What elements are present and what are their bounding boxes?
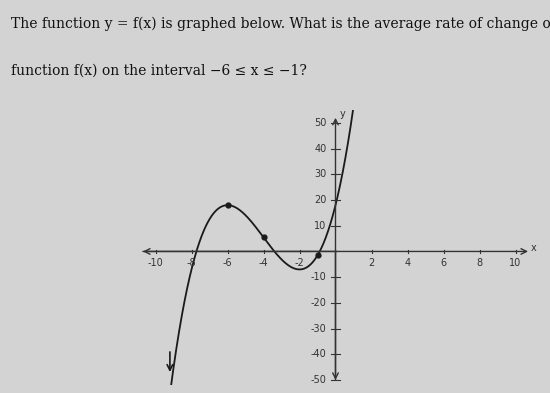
Text: -6: -6 — [223, 258, 232, 268]
Text: x: x — [531, 242, 536, 253]
Text: 2: 2 — [368, 258, 375, 268]
Text: 4: 4 — [404, 258, 410, 268]
Text: function f(x) on the interval −6 ≤ x ≤ −1?: function f(x) on the interval −6 ≤ x ≤ −… — [11, 64, 307, 78]
Text: -10: -10 — [147, 258, 163, 268]
Text: -8: -8 — [186, 258, 196, 268]
Text: The function y = f(x) is graphed below. What is the average rate of change of th: The function y = f(x) is graphed below. … — [11, 17, 550, 31]
Text: 8: 8 — [476, 258, 482, 268]
Text: 50: 50 — [314, 118, 327, 128]
Text: y: y — [340, 109, 345, 119]
Text: 6: 6 — [441, 258, 447, 268]
Text: -30: -30 — [311, 323, 327, 334]
Text: 10: 10 — [509, 258, 521, 268]
Text: -40: -40 — [311, 349, 327, 359]
Text: 10: 10 — [314, 221, 327, 231]
Text: -10: -10 — [311, 272, 327, 282]
Text: 30: 30 — [314, 169, 327, 179]
Text: 40: 40 — [314, 143, 327, 154]
Text: 20: 20 — [314, 195, 327, 205]
Text: -50: -50 — [311, 375, 327, 385]
Text: -20: -20 — [311, 298, 327, 308]
Text: -2: -2 — [295, 258, 304, 268]
Text: -4: -4 — [258, 258, 268, 268]
